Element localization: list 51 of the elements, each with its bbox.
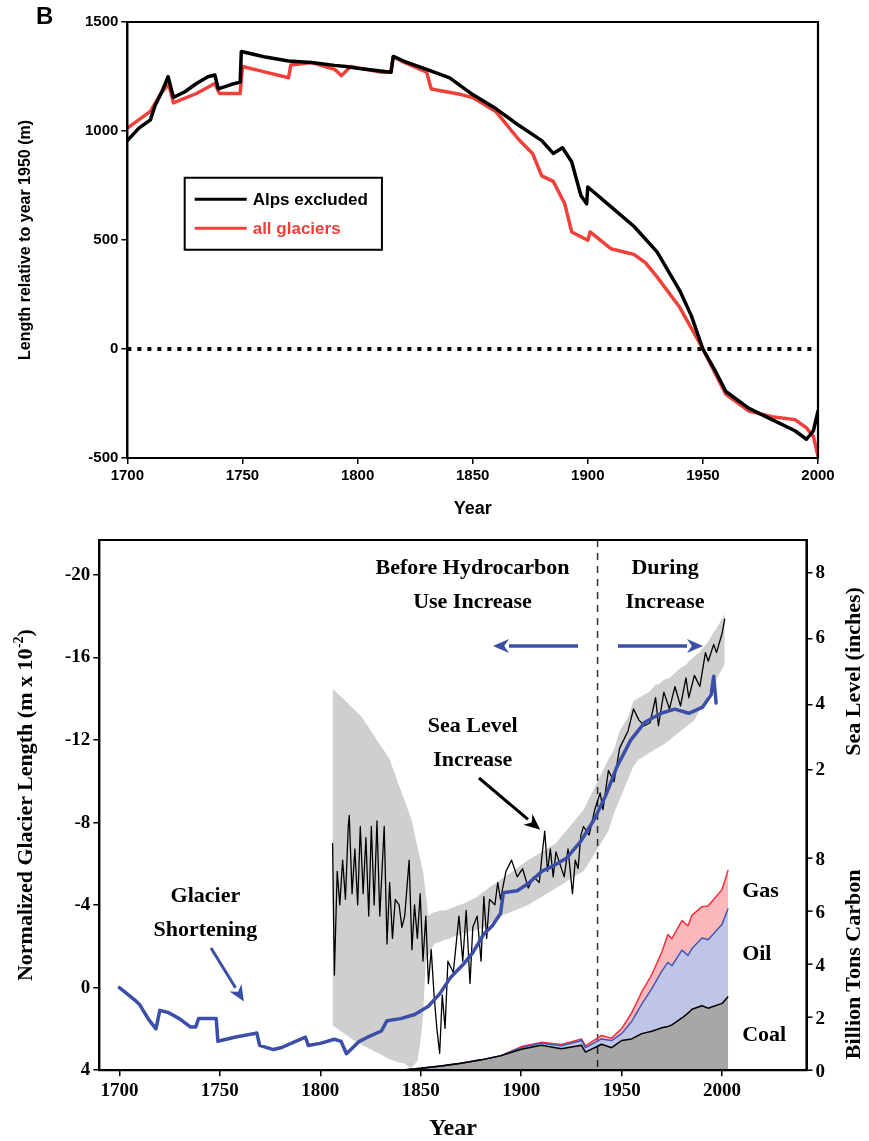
y-tick-label: 0 (80, 975, 91, 997)
y-tick-label: -16 (65, 645, 91, 667)
text: B (36, 2, 54, 29)
y3-tick-label: 0 (815, 1059, 825, 1081)
y2-axis-title: Sea Level (inches) (840, 587, 866, 756)
x-tick-label: 1750 (200, 1078, 239, 1100)
x-tick-label: 1950 (686, 466, 720, 484)
y3-axis-title: Billion Tons Carbon (840, 869, 866, 1060)
legend-label: Alps excluded (252, 190, 368, 210)
y2-tick-label: 2 (815, 758, 825, 780)
x-tick-label: 1900 (571, 466, 605, 484)
x-tick-label: 1700 (100, 1078, 139, 1100)
x-axis-title: Year (453, 498, 492, 518)
x-tick-label: 1850 (456, 466, 490, 484)
y2-tick-label: 8 (815, 560, 825, 582)
x-axis-title: Year (428, 1114, 478, 1140)
x-tick-label: 1750 (225, 466, 260, 484)
y-tick-label: -8 (74, 810, 91, 832)
x-tick-label: 1900 (502, 1078, 541, 1100)
x-tick-label: 1850 (401, 1078, 440, 1100)
x-tick-label: 1700 (110, 466, 145, 484)
y-tick-label: -20 (65, 562, 91, 584)
x-tick-label: 1800 (301, 1078, 340, 1100)
series-label: Oil (742, 940, 772, 966)
y2-tick-label: 6 (815, 626, 825, 648)
annotation: During Increase (625, 554, 705, 614)
y3-tick-label: 8 (815, 847, 825, 869)
annotation: Before Hydrocarbon Use Increase (375, 554, 570, 614)
x-tick-label: 1800 (340, 466, 375, 484)
annotation: Sea Level Increase (427, 712, 518, 772)
y3-tick-label: 4 (815, 953, 826, 975)
y-tick-label: 500 (93, 230, 119, 248)
y2-tick-label: 4 (815, 692, 826, 714)
annotation: Glacier Shortening (153, 881, 258, 941)
x-tick-label: 1950 (602, 1078, 641, 1100)
y-axis-title: Normalized Glacier Length (m x 10-2) (10, 629, 37, 982)
y3-tick-label: 6 (815, 900, 825, 922)
x-tick-label: 2000 (703, 1078, 742, 1100)
y-tick-label: -4 (74, 893, 91, 915)
y-tick-label: 4 (80, 1058, 91, 1080)
series-label: Gas (742, 876, 780, 902)
legend-label: all glaciers (252, 219, 341, 239)
y-tick-label: -500 (88, 448, 119, 466)
y-tick-label: 0 (110, 339, 119, 357)
y-tick-label: 1000 (84, 121, 119, 139)
y-tick-label: -12 (65, 728, 91, 750)
y-tick-label: 1500 (84, 12, 119, 30)
series-label: Coal (742, 1021, 787, 1047)
x-tick-label: 2000 (801, 466, 835, 484)
y3-tick-label: 2 (815, 1006, 825, 1028)
y-axis-title: Length relative to year 1950 (m) (15, 119, 33, 361)
